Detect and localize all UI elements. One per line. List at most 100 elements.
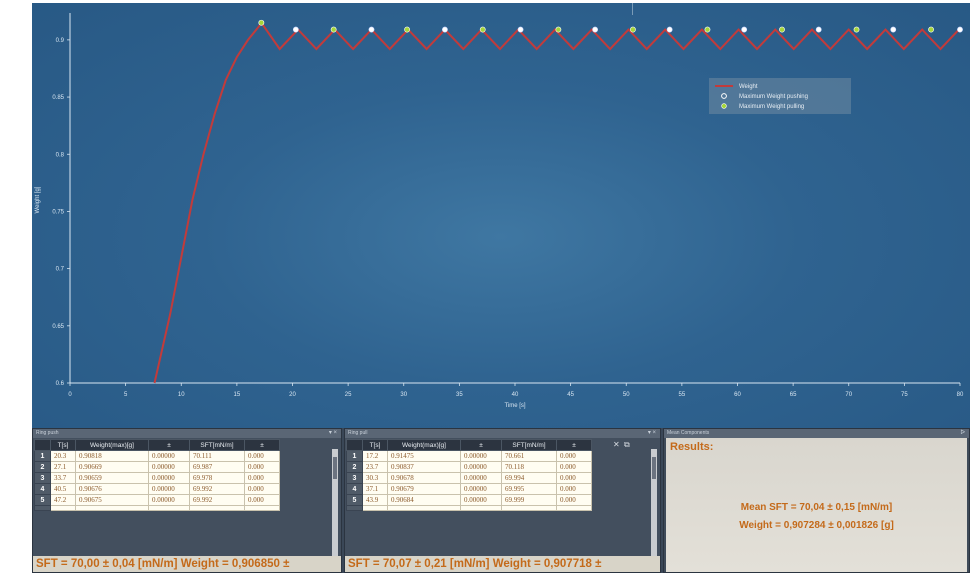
sft-cell[interactable]: 69.987 [189, 461, 245, 473]
table-row[interactable]: 5 47.2 0.90675 0.00000 69.992 0.000 [34, 494, 280, 506]
time-cell[interactable]: 37.1 [362, 483, 388, 495]
uncertainty-cell[interactable]: 0.00000 [460, 483, 502, 495]
sft-cell[interactable]: 69.992 [189, 483, 245, 495]
sft-uncertainty-cell[interactable]: 0.000 [556, 450, 592, 462]
col-header[interactable]: ± [148, 439, 190, 451]
col-header[interactable]: ± [244, 439, 280, 451]
sft-cell[interactable]: 70.661 [501, 450, 557, 462]
sft-uncertainty-cell[interactable]: 0.000 [556, 494, 592, 506]
time-cell[interactable]: 43.9 [362, 494, 388, 506]
weight-cell[interactable]: 0.90684 [387, 494, 461, 506]
sft-cell[interactable]: 69.992 [189, 494, 245, 506]
row-number[interactable]: 4 [34, 483, 51, 495]
weight-cell[interactable]: 0.90675 [75, 494, 149, 506]
sft-uncertainty-cell[interactable]: 0.000 [244, 483, 280, 495]
sft-uncertainty-cell[interactable]: 0.000 [556, 483, 592, 495]
partial-cell [189, 505, 245, 511]
sft-cell[interactable]: 69.995 [501, 483, 557, 495]
uncertainty-cell[interactable]: 0.00000 [460, 472, 502, 484]
sft-cell[interactable]: 69.999 [501, 494, 557, 506]
sft-cell[interactable]: 70.118 [501, 461, 557, 473]
row-number[interactable]: 5 [346, 494, 363, 506]
y-tick-label: 0.7 [56, 267, 65, 273]
delete-icon[interactable]: ✕ [613, 440, 620, 449]
max-pull-marker [555, 26, 562, 33]
table-row[interactable]: 4 37.1 0.90679 0.00000 69.995 0.000 [346, 483, 592, 495]
sft-uncertainty-cell[interactable]: 0.000 [556, 461, 592, 473]
weight-cell[interactable]: 0.90659 [75, 472, 149, 484]
time-cell[interactable]: 20.3 [50, 450, 76, 462]
close-icon[interactable]: ▾ × [647, 430, 656, 436]
weight-cell[interactable]: 0.91475 [387, 450, 461, 462]
scroll-thumb[interactable] [333, 457, 337, 479]
col-header[interactable]: ± [460, 439, 502, 451]
sft-uncertainty-cell[interactable]: 0.000 [244, 450, 280, 462]
partial-cell [148, 505, 190, 511]
time-cell[interactable]: 33.7 [50, 472, 76, 484]
table-row[interactable]: 5 43.9 0.90684 0.00000 69.999 0.000 [346, 494, 592, 506]
max-push-marker [666, 26, 673, 33]
copy-icon[interactable]: ⧉ [624, 440, 630, 449]
max-pull-marker [630, 26, 636, 33]
col-header[interactable]: ± [556, 439, 592, 451]
table-row[interactable]: 3 33.7 0.90659 0.00000 69.978 0.000 [34, 472, 280, 484]
uncertainty-cell[interactable]: 0.00000 [148, 450, 190, 462]
uncertainty-cell[interactable]: 0.00000 [460, 461, 502, 473]
col-header[interactable]: SFT[mN/m] [501, 439, 557, 451]
time-cell[interactable]: 27.1 [50, 461, 76, 473]
table-row[interactable]: 2 23.7 0.90837 0.00000 70.118 0.000 [346, 461, 592, 473]
uncertainty-cell[interactable]: 0.00000 [460, 494, 502, 506]
sft-cell[interactable]: 69.978 [189, 472, 245, 484]
table-row[interactable]: 1 20.3 0.90818 0.00000 70.111 0.000 [34, 450, 280, 462]
max-pull-marker [928, 26, 934, 33]
row-number[interactable]: 3 [34, 472, 51, 484]
weight-series-line [153, 20, 960, 384]
table-row[interactable]: 4 40.5 0.90676 0.00000 69.992 0.000 [34, 483, 280, 495]
weight-cell[interactable]: 0.90837 [387, 461, 461, 473]
vertical-scrollbar[interactable] [651, 449, 657, 557]
col-header[interactable]: SFT[mN/m] [189, 439, 245, 451]
sft-uncertainty-cell[interactable]: 0.000 [556, 472, 592, 484]
col-header[interactable]: T[s] [50, 439, 76, 451]
time-cell[interactable]: 40.5 [50, 483, 76, 495]
weight-cell[interactable]: 0.90669 [75, 461, 149, 473]
vertical-scrollbar[interactable] [332, 449, 338, 557]
sft-cell[interactable]: 69.994 [501, 472, 557, 484]
partial-cell [460, 505, 502, 511]
table-row[interactable]: 2 27.1 0.90669 0.00000 69.987 0.000 [34, 461, 280, 473]
row-number[interactable]: 4 [346, 483, 363, 495]
col-header[interactable]: Weight(max)[g] [75, 439, 149, 451]
scroll-thumb[interactable] [652, 457, 656, 479]
table-row[interactable]: 1 17.2 0.91475 0.00000 70.661 0.000 [346, 450, 592, 462]
close-icon[interactable]: ▾ × [328, 430, 337, 436]
row-number[interactable]: 1 [346, 450, 363, 462]
weight-cell[interactable]: 0.90679 [387, 483, 461, 495]
row-number[interactable]: 1 [34, 450, 51, 462]
table-row[interactable]: 3 30.3 0.90678 0.00000 69.994 0.000 [346, 472, 592, 484]
time-cell[interactable]: 17.2 [362, 450, 388, 462]
uncertainty-cell[interactable]: 0.00000 [148, 461, 190, 473]
results-label: Results: [670, 441, 714, 453]
y-tick-label: 0.65 [52, 324, 64, 330]
uncertainty-cell[interactable]: 0.00000 [148, 483, 190, 495]
weight-cell[interactable]: 0.90676 [75, 483, 149, 495]
sft-cell[interactable]: 70.111 [189, 450, 245, 462]
time-cell[interactable]: 30.3 [362, 472, 388, 484]
uncertainty-cell[interactable]: 0.00000 [148, 494, 190, 506]
col-header[interactable]: T[s] [362, 439, 388, 451]
row-number[interactable]: 2 [34, 461, 51, 473]
sft-uncertainty-cell[interactable]: 0.000 [244, 461, 280, 473]
uncertainty-cell[interactable]: 0.00000 [148, 472, 190, 484]
pin-icon[interactable]: ᐅ [960, 430, 965, 436]
row-number[interactable]: 3 [346, 472, 363, 484]
sft-uncertainty-cell[interactable]: 0.000 [244, 494, 280, 506]
row-number[interactable]: 2 [346, 461, 363, 473]
time-cell[interactable]: 23.7 [362, 461, 388, 473]
weight-cell[interactable]: 0.90818 [75, 450, 149, 462]
col-header[interactable]: Weight(max)[g] [387, 439, 461, 451]
time-cell[interactable]: 47.2 [50, 494, 76, 506]
uncertainty-cell[interactable]: 0.00000 [460, 450, 502, 462]
row-number[interactable]: 5 [34, 494, 51, 506]
sft-uncertainty-cell[interactable]: 0.000 [244, 472, 280, 484]
weight-cell[interactable]: 0.90678 [387, 472, 461, 484]
